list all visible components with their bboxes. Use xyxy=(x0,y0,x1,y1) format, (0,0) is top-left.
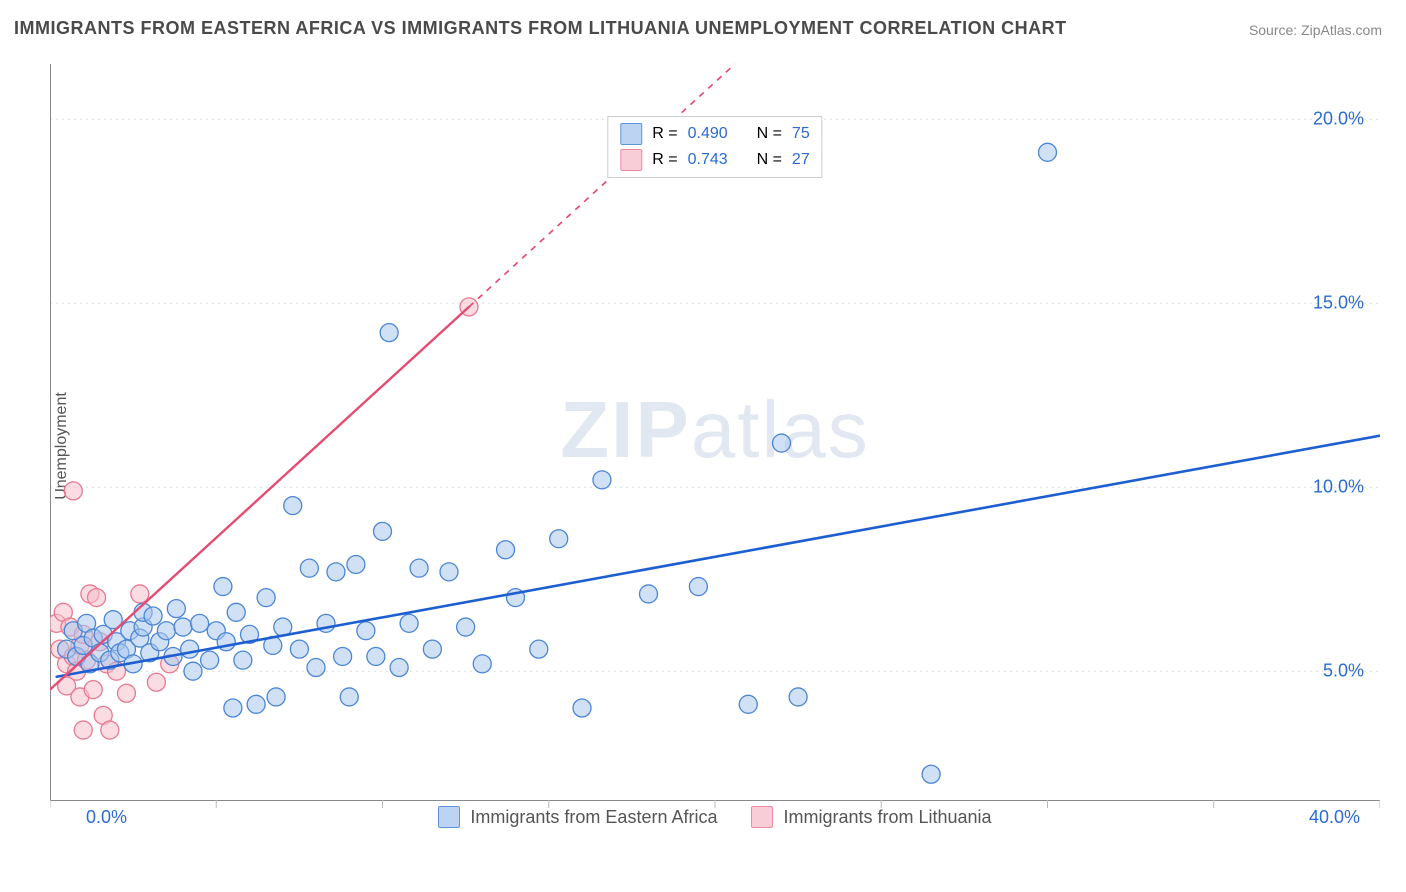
y-tick-label: 20.0% xyxy=(1313,109,1364,130)
legend-r-label: R = xyxy=(652,125,677,143)
legend-swatch-bottom-1 xyxy=(751,806,773,828)
chart-title: IMMIGRANTS FROM EASTERN AFRICA VS IMMIGR… xyxy=(14,18,1067,39)
source-attribution: Source: ZipAtlas.com xyxy=(1249,22,1382,38)
y-tick-label: 10.0% xyxy=(1313,477,1364,498)
series-legend: Immigrants from Eastern Africa Immigrant… xyxy=(50,806,1380,828)
legend-n-label: N = xyxy=(757,151,782,169)
legend-swatch-1 xyxy=(620,149,642,171)
legend-label-1: Immigrants from Lithuania xyxy=(783,807,991,828)
legend-item-0: Immigrants from Eastern Africa xyxy=(438,806,717,828)
legend-r-label: R = xyxy=(652,151,677,169)
correlation-legend: R = 0.490 N = 75 R = 0.743 N = 27 xyxy=(607,116,822,178)
legend-r-value-0: 0.490 xyxy=(688,125,728,143)
scatter-chart: ZIPatlas R = 0.490 N = 75 R = 0.743 N = … xyxy=(50,56,1380,836)
source-prefix: Source: xyxy=(1249,22,1301,38)
legend-row-series-0: R = 0.490 N = 75 xyxy=(620,121,809,147)
y-tick-label: 15.0% xyxy=(1313,293,1364,314)
y-tick-label: 5.0% xyxy=(1323,661,1364,682)
legend-r-value-1: 0.743 xyxy=(688,151,728,169)
legend-swatch-0 xyxy=(620,123,642,145)
legend-item-1: Immigrants from Lithuania xyxy=(751,806,991,828)
legend-n-value-1: 27 xyxy=(792,151,810,169)
legend-swatch-bottom-0 xyxy=(438,806,460,828)
legend-row-series-1: R = 0.743 N = 27 xyxy=(620,147,809,173)
legend-n-label: N = xyxy=(757,125,782,143)
source-name: ZipAtlas.com xyxy=(1301,22,1382,38)
legend-n-value-0: 75 xyxy=(792,125,810,143)
legend-label-0: Immigrants from Eastern Africa xyxy=(470,807,717,828)
